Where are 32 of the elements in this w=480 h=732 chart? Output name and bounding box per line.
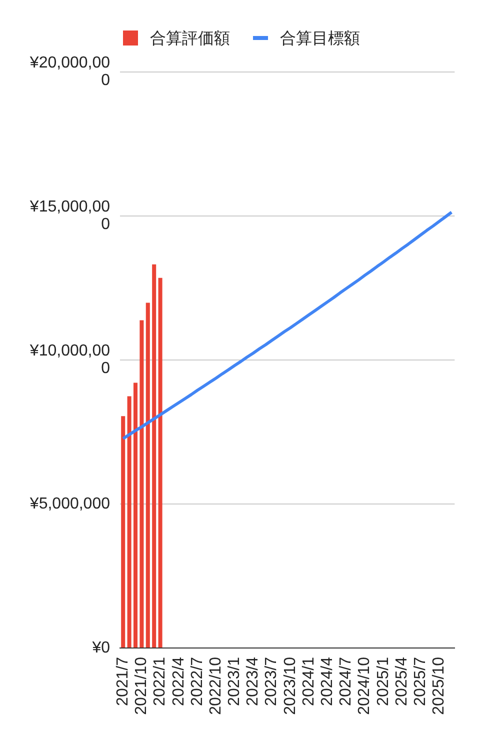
- bar: [158, 278, 162, 648]
- x-tick-label: 2025/4: [393, 656, 410, 706]
- x-tick-label: 2023/4: [244, 656, 262, 706]
- x-tick-label: 2025/1: [374, 656, 392, 706]
- bar: [140, 320, 144, 648]
- bar: [152, 264, 156, 648]
- x-tick-label: 2022/4: [170, 656, 188, 706]
- x-tick-label: 2022/10: [207, 656, 224, 715]
- y-tick-label: ¥10,000,000: [28, 342, 110, 378]
- x-tick-label: 2023/7: [263, 656, 280, 706]
- x-tick-label: 2024/4: [319, 656, 336, 706]
- x-tick-label: 2025/7: [412, 656, 429, 706]
- bar: [146, 302, 150, 648]
- x-tick-label: 2021/7: [114, 656, 132, 706]
- x-tick-label: 2024/1: [300, 656, 318, 706]
- y-tick-label: ¥20,000,000: [28, 54, 110, 90]
- x-tick-label: 2023/1: [226, 656, 244, 706]
- x-tick-label: 2022/1: [152, 656, 169, 706]
- y-tick-label: ¥15,000,000: [28, 198, 110, 234]
- x-tick-label: 2023/10: [282, 656, 299, 715]
- x-tick-label: 2021/10: [133, 656, 150, 715]
- x-tick-label: 2025/10: [430, 656, 448, 715]
- legend-label: 合算目標額: [280, 29, 360, 48]
- x-tick-label: 2024/10: [356, 656, 374, 715]
- legend-label: 合算評価額: [150, 29, 230, 48]
- y-tick-label: ¥5,000,000: [28, 495, 110, 512]
- x-tick-label: 2022/7: [188, 656, 206, 706]
- bar: [133, 382, 138, 648]
- bar: [127, 396, 132, 648]
- x-tick-label: 2024/7: [338, 656, 355, 706]
- bar: [121, 416, 126, 648]
- y-tick-label: ¥0: [91, 639, 110, 656]
